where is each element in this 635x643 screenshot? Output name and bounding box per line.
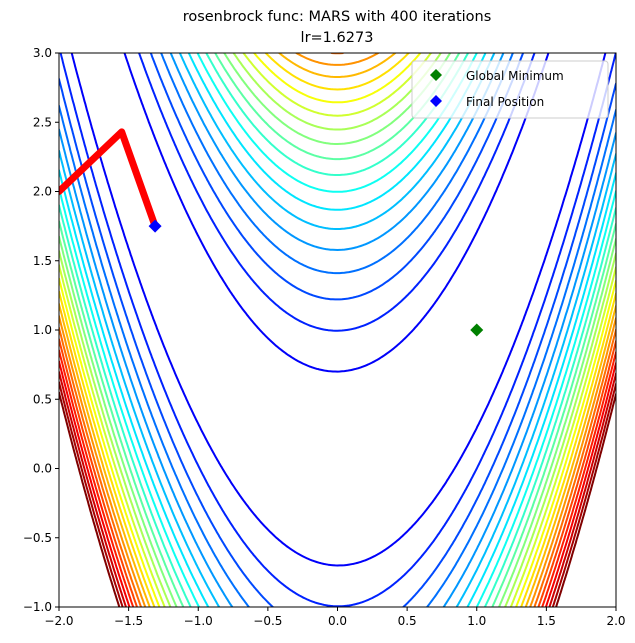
point-markers bbox=[148, 219, 484, 337]
optimizer-trajectory-line bbox=[59, 128, 159, 230]
contour-level-650 bbox=[59, 53, 616, 607]
legend-global-minimum-icon bbox=[430, 69, 442, 81]
contour-level-1100 bbox=[59, 371, 616, 607]
legend-global-minimum-label: Global Minimum bbox=[466, 69, 564, 83]
x-tick-label: 1.5 bbox=[537, 614, 556, 628]
y-tick-label: −0.5 bbox=[23, 531, 52, 545]
y-tick-label: 2.5 bbox=[33, 115, 52, 129]
contour-level-1000 bbox=[59, 349, 616, 607]
y-tick-label: 0.5 bbox=[33, 392, 52, 406]
y-tick-label: −1.0 bbox=[23, 600, 52, 614]
chart-title: rosenbrock func: MARS with 400 iteration… bbox=[183, 9, 492, 25]
contour-level-100 bbox=[59, 53, 616, 607]
chart-subtitle: lr=1.6273 bbox=[301, 30, 374, 46]
x-tick-label: 1.0 bbox=[467, 614, 486, 628]
y-tick-label: 2.0 bbox=[33, 185, 52, 199]
global-minimum-marker bbox=[470, 323, 484, 337]
x-tick-label: −1.0 bbox=[184, 614, 213, 628]
contour-level-950 bbox=[59, 338, 616, 607]
x-tick-label: −1.5 bbox=[114, 614, 143, 628]
contour-lines bbox=[59, 53, 616, 607]
legend: Global Minimum Final Position bbox=[411, 60, 609, 119]
y-axis: −1.0 −0.5 0.0 0.5 1.0 1.5 2.0 2.5 3.0 bbox=[23, 46, 59, 614]
contour-level-700 bbox=[59, 53, 616, 607]
legend-final-position-icon bbox=[430, 95, 442, 107]
contour-level-1050 bbox=[59, 360, 616, 607]
contour-level-750 bbox=[59, 53, 616, 607]
contour-level-850 bbox=[59, 53, 616, 607]
contour-level-900 bbox=[59, 53, 616, 607]
contour-level-400 bbox=[59, 53, 616, 607]
x-tick-label: −0.5 bbox=[253, 614, 282, 628]
contour-level-250 bbox=[59, 53, 616, 607]
contour-level-550 bbox=[59, 53, 616, 607]
y-tick-label: 1.0 bbox=[33, 323, 52, 337]
x-tick-label: 0.0 bbox=[328, 614, 347, 628]
contour-level-200 bbox=[59, 53, 616, 607]
contour-level-350 bbox=[59, 53, 616, 607]
y-tick-label: 0.0 bbox=[33, 462, 52, 476]
y-tick-label: 1.5 bbox=[33, 254, 52, 268]
contour-level-300 bbox=[59, 53, 616, 607]
x-tick-label: −2.0 bbox=[44, 614, 73, 628]
legend-final-position-label: Final Position bbox=[466, 95, 544, 109]
x-tick-label: 0.5 bbox=[398, 614, 417, 628]
contour-level-800 bbox=[59, 53, 616, 607]
y-tick-label: 3.0 bbox=[33, 46, 52, 60]
legend-box bbox=[411, 60, 609, 119]
x-axis: −2.0 −1.5 −1.0 −0.5 0.0 0.5 1.0 1.5 2.0 bbox=[44, 607, 626, 628]
contour-level-1150 bbox=[59, 381, 616, 607]
contour-level-1200 bbox=[59, 391, 616, 607]
contour-level-600 bbox=[59, 53, 616, 607]
x-tick-label: 2.0 bbox=[606, 614, 625, 628]
final-position-marker bbox=[148, 219, 162, 233]
optimizer-path bbox=[59, 128, 159, 230]
